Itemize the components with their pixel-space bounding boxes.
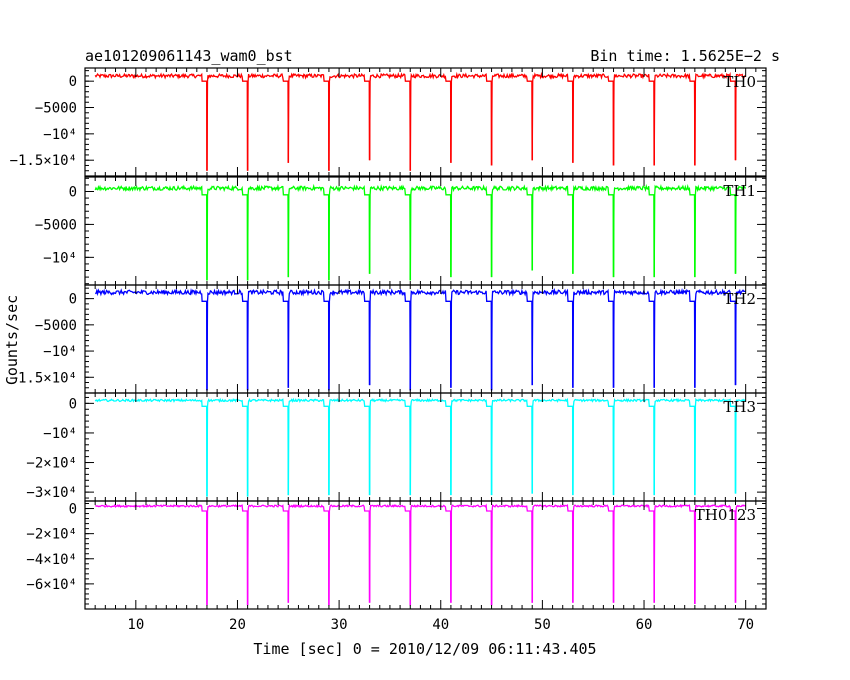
series-line-th0123 [95, 503, 746, 606]
y-axis-label: Counts/sec [3, 295, 21, 385]
series-line-th1 [94, 183, 747, 281]
panel-frame [84, 500, 767, 610]
y-tick-label: −2×10⁴ [26, 456, 77, 472]
x-axis-label: Time [sec] 0 = 2010/12/09 06:11:43.405 [253, 640, 596, 658]
y-tick-label: 0 [69, 502, 77, 518]
y-tick-label: −1.5×10⁴ [10, 370, 77, 386]
y-tick-label: 0 [69, 184, 77, 200]
y-tick-label: 0 [69, 74, 77, 90]
y-tick-label: −5000 [35, 101, 77, 117]
x-tick-label: 20 [229, 617, 246, 633]
panel-frame [84, 67, 767, 177]
panel-frame [84, 176, 767, 286]
x-tick-labels: 10 20 30 40 50 60 70 [127, 617, 754, 633]
panel-th1: 0 −5000 −10⁴ TH1 [35, 176, 767, 286]
y-tick-label: 0 [69, 396, 77, 412]
panel-label-th1: TH1 [723, 182, 756, 200]
chart-title: ae101209061143_wam0_bst [85, 47, 293, 65]
y-tick-label: −5000 [35, 217, 77, 233]
x-tick-label: 30 [331, 617, 348, 633]
x-tick-label: 60 [636, 617, 653, 633]
panel-th0: 0 −5000 −10⁴ −1.5×10⁴ TH0 [10, 67, 767, 177]
panel-label-th0: TH0 [723, 73, 756, 91]
x-tick-label: 50 [534, 617, 551, 633]
y-tick-label: −4×10⁴ [26, 552, 77, 568]
panel-label-th3: TH3 [723, 398, 756, 416]
x-tick-label: 70 [737, 617, 754, 633]
series-line-th3 [94, 397, 746, 497]
y-tick-label: −6×10⁴ [26, 577, 77, 593]
y-tick-label: −2×10⁴ [26, 527, 77, 543]
panel-th3: 0 −10⁴ −2×10⁴ −3×10⁴ TH3 [26, 392, 767, 502]
y-tick-label: −10⁴ [43, 344, 77, 360]
y-tick-label: −10⁴ [43, 127, 77, 143]
panel-frame [84, 284, 767, 394]
panel-label-th0123: TH0123 [695, 506, 756, 524]
x-tick-label: 10 [127, 617, 144, 633]
series-line-th2 [95, 287, 746, 391]
panels-group: 0 −5000 −10⁴ −1.5×10⁴ TH0 0 −5000 −10⁴ TH1 0 −5000… [10, 67, 767, 610]
y-tick-label: −3×10⁴ [26, 485, 77, 501]
series-line-th0 [94, 71, 746, 171]
x-tick-label: 40 [432, 617, 449, 633]
panel-label-th2: TH2 [723, 290, 756, 308]
y-tick-label: −10⁴ [43, 250, 77, 266]
panel-frame [84, 392, 767, 502]
y-tick-label: −1.5×10⁴ [10, 153, 77, 169]
y-tick-label: −5000 [35, 318, 77, 334]
y-tick-label: 0 [69, 292, 77, 308]
bin-time-label: Bin time: 1.5625E−2 s [590, 47, 780, 65]
panel-th2: 0 −5000 −10⁴ −1.5×10⁴ TH2 [10, 284, 767, 394]
panel-th0123: 0 −2×10⁴ −4×10⁴ −6×10⁴ TH0123 [26, 500, 767, 610]
y-tick-label: −10⁴ [43, 426, 77, 442]
